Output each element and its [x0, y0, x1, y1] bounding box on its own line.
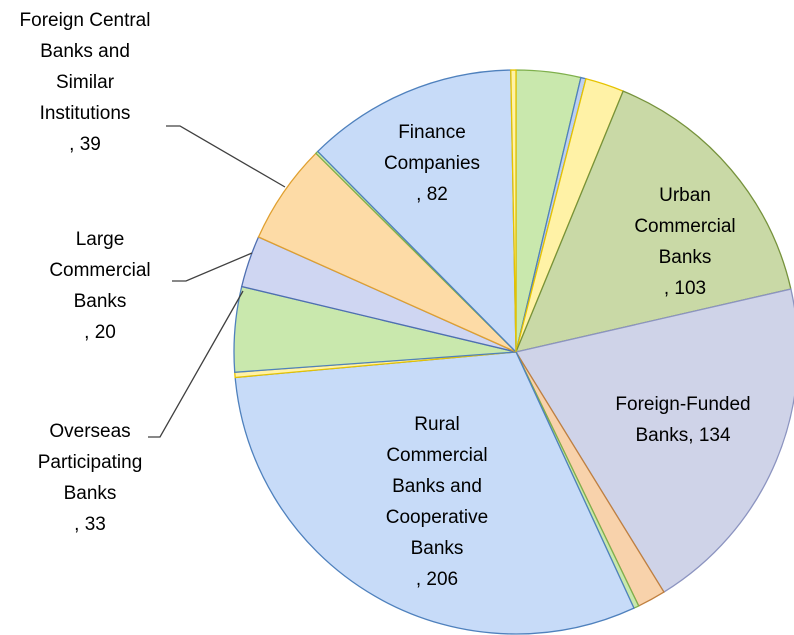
label-line: Commercial — [49, 260, 150, 281]
label-line: Similar — [56, 72, 115, 93]
leader-line — [148, 290, 244, 438]
label-line: Banks and — [392, 476, 482, 497]
label-line: Banks — [74, 291, 127, 312]
label-line: Foreign Central — [20, 10, 151, 31]
pie-slice — [510, 69, 517, 353]
label-line: Large — [76, 229, 125, 250]
data-label: Urban Commercial Banks , 103 — [634, 185, 735, 299]
data-label: Foreign Central Banks and Similar Instituti… — [20, 10, 151, 155]
value-label: , 33 — [74, 514, 106, 535]
label-line: Overseas — [49, 421, 130, 442]
label-line: Commercial — [634, 216, 735, 237]
value-label: , 134 — [688, 425, 731, 446]
value-label: , 206 — [416, 569, 458, 590]
pie-slice — [514, 288, 794, 593]
data-label: Overseas Participating Banks , 33 — [38, 421, 143, 535]
pie — [233, 69, 794, 635]
label-line: Banks — [64, 483, 117, 504]
leader-line — [166, 125, 286, 188]
pie-slice — [234, 351, 635, 635]
data-label: Rural Commercial Banks and Cooperative Banks… — [386, 414, 488, 590]
label-line: Commercial — [386, 445, 487, 466]
label-line: Banks — [411, 538, 464, 559]
label-line: Institutions — [40, 103, 131, 124]
label-line: Banks — [635, 425, 688, 446]
label-line: Banks — [659, 247, 712, 268]
label-line: Banks and — [40, 41, 130, 62]
label-line: Rural — [414, 414, 459, 435]
value-label: , 103 — [664, 278, 706, 299]
label-line: Participating — [38, 452, 143, 473]
data-label: Large Commercial Banks , 20 — [49, 229, 150, 343]
value-label: , 20 — [84, 322, 116, 343]
pie-slice — [316, 69, 517, 354]
pie-slice — [514, 90, 792, 353]
label-line: Cooperative — [386, 507, 488, 528]
data-label: Foreign-Funded Banks, 134 — [615, 394, 750, 446]
leader-line — [172, 252, 253, 282]
label-line: Finance — [398, 122, 466, 143]
value-label: , 39 — [69, 134, 101, 155]
label-line: Companies — [384, 153, 480, 174]
label-line: Foreign-Funded — [615, 394, 750, 415]
value-label: , 82 — [416, 184, 448, 205]
data-label: Finance Companies , 82 — [384, 122, 480, 205]
label-line: Urban — [659, 185, 711, 206]
